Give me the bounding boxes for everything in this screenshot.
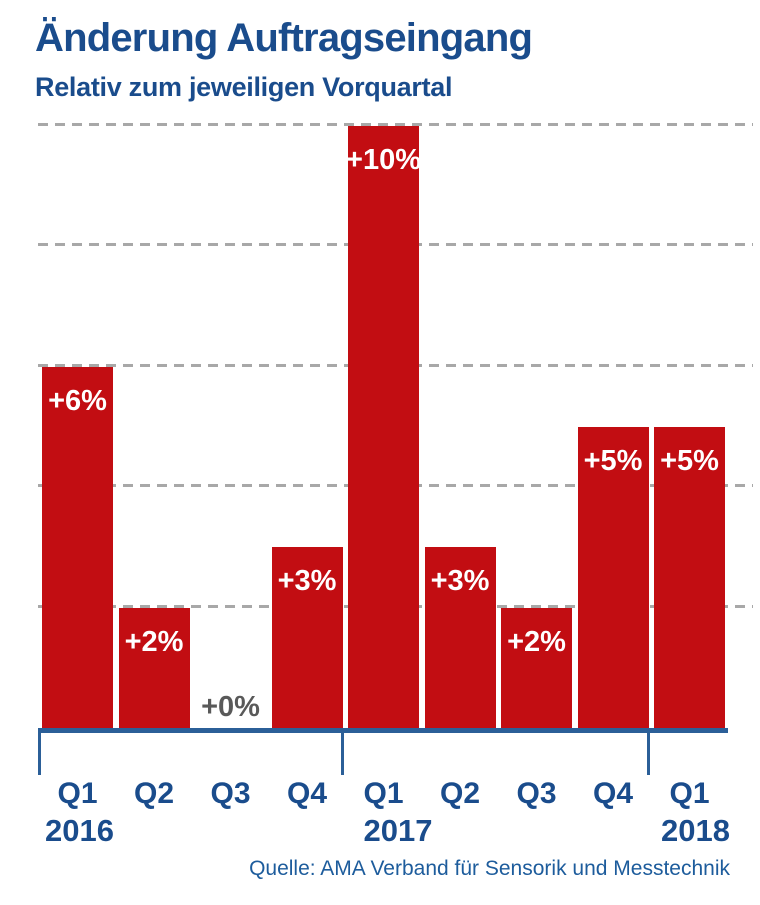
bar-value-label: +3%	[430, 565, 490, 597]
bar-q2-2016: +2%	[118, 608, 190, 728]
gridline-10pct	[38, 123, 753, 126]
quarter-label-q1-2016: Q1	[57, 777, 98, 810]
quarter-label-q4-2016: Q4	[286, 777, 328, 810]
quarter-label-q2-2017: Q2	[439, 777, 481, 810]
year-label-2018: 2018	[661, 813, 730, 848]
quarter-label-q1-2017: Q1	[363, 777, 404, 810]
quarter-label-q2-2016: Q2	[133, 777, 175, 810]
year-label-2016: 2016	[45, 813, 114, 848]
x-axis-line	[38, 728, 728, 733]
plot-area: +6% +2% +0% +3% +10% +3% +2% +5% +5% Q1 Q2 Q3 Q4 Q1 Q2…	[38, 0, 753, 905]
bar-q3-2017: +2%	[501, 608, 572, 728]
bar-q2-2017: +3%	[424, 547, 496, 728]
chart-subtitle: Relativ zum jeweiligen Vorquartal	[35, 72, 453, 102]
bar-value-label: +10%	[346, 144, 421, 176]
quarter-label-q4-2017: Q4	[592, 777, 634, 810]
bar-value-label: +3%	[277, 565, 337, 597]
bar-q4-2017: +5%	[577, 427, 649, 728]
chart-title: Änderung Auftragseingang	[35, 16, 533, 60]
axis-tick-0	[38, 732, 41, 775]
axis-tick-2	[647, 732, 650, 775]
axis-tick-1	[341, 732, 344, 775]
bar-value-label: +6%	[48, 385, 107, 417]
bar-value-label: +2%	[124, 626, 184, 658]
source-caption: Quelle: AMA Verband für Sensorik und Mes…	[249, 857, 730, 880]
year-label-2017: 2017	[363, 813, 433, 848]
quarter-label-q3-2017: Q3	[516, 777, 557, 810]
bar-value-label: +2%	[507, 626, 566, 658]
bar-q1-2018: +5%	[654, 427, 725, 728]
bar-value-label: +5%	[660, 445, 719, 477]
zero-value-label-q3-2016: +0%	[201, 691, 260, 723]
bar-q4-2016: +3%	[271, 547, 343, 728]
bar-q1-2016: +6%	[42, 367, 113, 728]
bar-q1-2017: +10%	[346, 126, 421, 728]
quarter-label-q1-2018: Q1	[669, 777, 710, 810]
quarter-label-q3-2016: Q3	[210, 777, 251, 810]
bar-value-label: +5%	[583, 445, 643, 477]
